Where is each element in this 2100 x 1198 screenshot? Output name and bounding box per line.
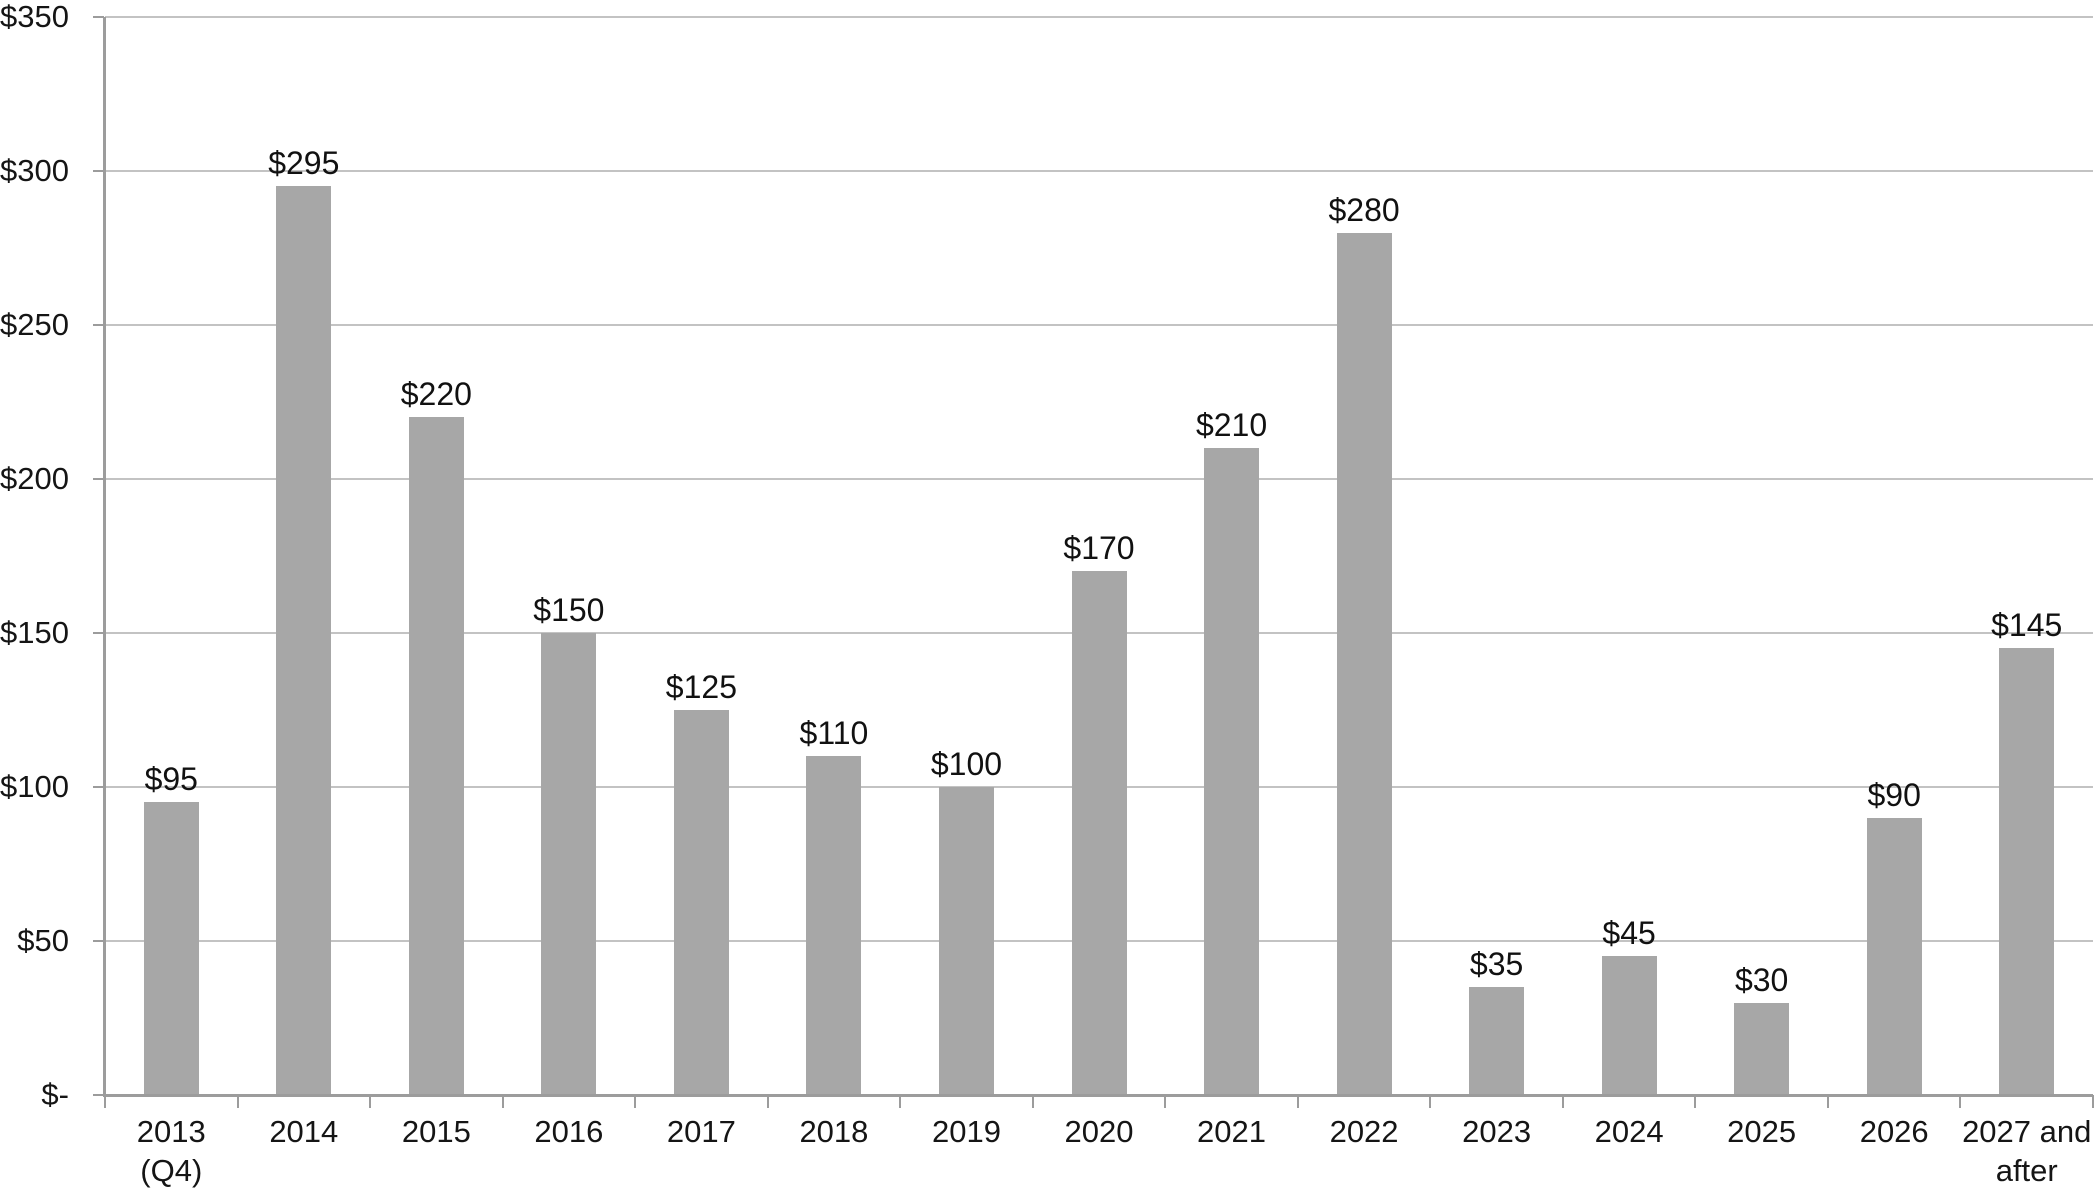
x-tick-14 <box>1959 1095 1962 1108</box>
x-axis-label-2017: 2017 <box>666 1114 736 1149</box>
gridline-250 <box>105 324 2093 326</box>
bar-2023 <box>1469 987 1525 1095</box>
data-label-2025: $30 <box>1734 961 1789 998</box>
data-label-2020: $170 <box>1063 530 1135 567</box>
data-label-2018: $110 <box>799 715 869 752</box>
x-tick-8 <box>1164 1095 1167 1108</box>
gridline-350 <box>105 16 2093 18</box>
bar-2017 <box>673 710 729 1095</box>
x-axis-label-2025: 2025 <box>1727 1114 1797 1149</box>
gridline-200 <box>105 478 2093 480</box>
x-axis-label-2015: 2015 <box>401 1114 471 1149</box>
data-label-2014: $295 <box>268 145 340 182</box>
x-tick-5 <box>766 1095 769 1108</box>
y-axis-label-100: $100 <box>0 769 69 804</box>
y-axis-label-350: $350 <box>0 0 69 34</box>
x-tick-9 <box>1296 1095 1299 1108</box>
x-axis-label-2021: 2021 <box>1197 1114 1267 1149</box>
x-axis-label-2020: 2020 <box>1064 1114 1134 1149</box>
bar-2022 <box>1336 232 1392 1095</box>
bar-2018 <box>806 756 862 1095</box>
x-tick-4 <box>634 1095 637 1108</box>
x-tick-15 <box>2092 1095 2094 1108</box>
data-label-2021: $210 <box>1195 407 1268 444</box>
data-label-2017: $125 <box>665 669 737 705</box>
data-label-2023: $35 <box>1469 946 1524 983</box>
x-axis-label-2013: 2013 (Q4) <box>136 1114 206 1188</box>
x-tick-6 <box>899 1095 902 1108</box>
y-tick-50 <box>93 940 104 942</box>
x-tick-12 <box>1694 1095 1697 1108</box>
y-axis-label-250: $250 <box>0 307 69 342</box>
bar-2026 <box>1866 817 1922 1095</box>
x-axis-label-2019: 2019 <box>931 1114 1001 1149</box>
x-axis-line <box>103 1094 2093 1097</box>
x-tick-1 <box>236 1095 239 1108</box>
data-label-2026: $90 <box>1867 776 1921 813</box>
bar-2025 <box>1734 1002 1790 1095</box>
y-axis-label-150: $150 <box>0 615 69 650</box>
x-tick-0 <box>104 1095 106 1108</box>
y-tick-0 <box>93 1094 104 1096</box>
bar-2021 <box>1204 448 1260 1095</box>
y-tick-250 <box>93 324 104 326</box>
y-axis-label-200: $200 <box>0 461 69 496</box>
y-axis-label-0: $- <box>41 1077 69 1112</box>
y-tick-300 <box>93 170 104 172</box>
bar-2015 <box>408 417 464 1095</box>
x-tick-13 <box>1826 1095 1829 1108</box>
y-tick-150 <box>93 632 104 634</box>
bar-2019 <box>938 787 994 1095</box>
x-tick-10 <box>1429 1095 1432 1108</box>
x-tick-7 <box>1031 1095 1034 1108</box>
y-axis-label-50: $50 <box>17 923 69 958</box>
bar-2013 <box>143 802 199 1095</box>
data-label-2024: $45 <box>1602 915 1656 952</box>
x-axis-label-2022: 2022 <box>1329 1114 1399 1149</box>
data-label-2016: $150 <box>533 592 605 628</box>
x-axis-label-2023: 2023 <box>1462 1114 1532 1149</box>
bar-2016 <box>541 633 597 1095</box>
x-tick-3 <box>501 1095 504 1108</box>
data-label-2019: $100 <box>930 746 1003 782</box>
data-label-2015: $220 <box>400 376 472 413</box>
bar-2027-and <box>1999 648 2055 1095</box>
x-tick-2 <box>369 1095 372 1108</box>
x-axis-label-2027-and: 2027 and after <box>1962 1114 2092 1188</box>
gridline-300 <box>105 170 2093 172</box>
y-tick-100 <box>93 786 104 788</box>
y-tick-200 <box>93 478 104 480</box>
x-axis-label-2018: 2018 <box>799 1114 869 1149</box>
x-axis-label-2024: 2024 <box>1594 1114 1664 1149</box>
bar-2014 <box>276 186 332 1095</box>
data-label-2022: $280 <box>1328 191 1400 228</box>
y-axis-line <box>103 17 106 1097</box>
x-axis-label-2016: 2016 <box>534 1114 604 1149</box>
data-label-2013: $95 <box>144 761 198 798</box>
y-axis-label-300: $300 <box>0 153 69 188</box>
bar-2024 <box>1601 956 1657 1095</box>
x-tick-11 <box>1561 1095 1564 1108</box>
y-tick-350 <box>93 16 104 18</box>
data-label-2027-and: $145 <box>1991 607 2063 644</box>
bar-2020 <box>1071 571 1127 1095</box>
x-axis-label-2014: 2014 <box>269 1114 339 1149</box>
x-axis-label-2026: 2026 <box>1859 1114 1929 1149</box>
